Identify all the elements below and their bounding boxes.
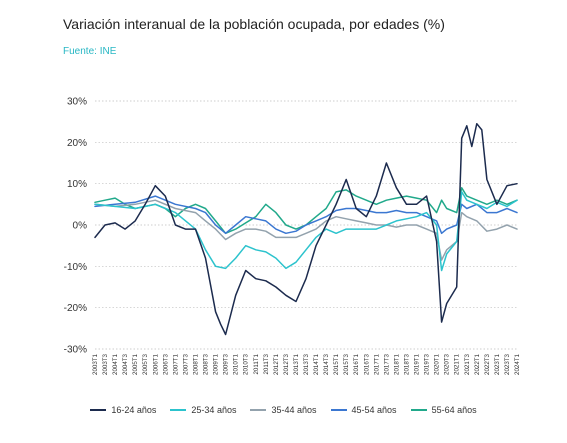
series-line-25-34-a-os [94,191,518,272]
x-axis-labels: 2003T1 2003T3 2004T1 2004T3 2005T1 2005T3 2006… [92,353,521,375]
y-tick-label: -30% [64,345,87,356]
x-tick-label: 2010T3 [243,353,250,375]
legend-swatch [330,409,347,411]
y-tick-label: -20% [64,303,87,314]
legend-swatch [170,409,187,411]
y-axis-labels: 30% 20% 10% 0% -10% -20% -30% [64,97,87,356]
x-tick-label: 2014T1 [313,353,320,375]
x-tick-label: 2006T3 [162,353,169,375]
legend-item: 45-54 años [330,405,397,415]
y-tick-label: 30% [67,97,87,108]
x-tick-label: 2012T3 [283,353,290,375]
legend-swatch [90,409,107,411]
x-tick-label: 2019T1 [414,353,421,375]
x-tick-label: 2004T1 [112,353,119,375]
x-tick-label: 2008T3 [203,353,210,375]
x-tick-label: 2021T1 [454,353,461,375]
x-tick-label: 2018T3 [403,353,410,375]
series-lines [94,122,518,336]
x-tick-label: 2016T1 [353,353,360,375]
legend-label: 25-34 años [191,405,237,415]
x-tick-label: 2023T3 [504,353,511,375]
chart-source: Fuente: INE [63,46,117,57]
x-tick-label: 2017T3 [383,353,390,375]
x-tick-label: 2018T1 [393,353,400,375]
x-tick-label: 2003T1 [92,353,99,375]
x-tick-label: 2021T3 [464,353,471,375]
x-tick-label: 2022T1 [474,353,481,375]
x-tick-label: 2005T1 [132,353,139,375]
x-tick-label: 2013T3 [303,353,310,375]
legend-item: 16-24 años [90,405,156,415]
x-tick-label: 2020T1 [434,353,441,375]
x-tick-label: 2010T1 [233,353,240,375]
x-tick-label: 2004T3 [122,353,129,375]
x-tick-label: 2017T1 [373,353,380,375]
series-line-16-24-a-os [94,122,518,336]
x-tick-label: 2015T3 [343,353,350,375]
x-tick-label: 2015T1 [333,353,340,375]
legend-label: 45-54 años [351,405,397,415]
legend-label: 35-44 años [271,405,317,415]
chart-legend: 16-24 años 25-34 años 35-44 años 45-54 años… [0,398,567,422]
x-tick-label: 2007T3 [182,353,189,375]
y-tick-label: 10% [67,179,87,190]
legend-swatch [250,409,267,411]
legend-item: 55-64 años [410,405,477,415]
y-tick-label: 20% [67,138,87,149]
x-tick-label: 2005T3 [142,353,149,375]
x-tick-label: 2019T3 [424,353,431,375]
x-tick-label: 2003T3 [102,353,109,375]
y-tick-label: -10% [64,262,87,273]
x-tick-label: 2016T3 [363,353,370,375]
x-tick-label: 2011T1 [253,353,260,374]
legend-item: 25-34 años [170,405,236,415]
x-tick-label: 2009T3 [223,353,230,375]
legend-swatch [410,409,427,411]
x-tick-label: 2011T3 [263,353,270,374]
x-tick-label: 2020T3 [444,353,451,375]
x-tick-label: 2022T3 [484,353,491,375]
x-tick-label: 2014T3 [323,353,330,375]
series-line-35-44-a-os [94,199,518,261]
x-tick-label: 2009T1 [213,353,220,375]
x-tick-label: 2006T1 [152,353,159,375]
series-line-55-64-a-os [94,187,518,235]
x-tick-label: 2024T1 [514,353,521,375]
x-tick-label: 2008T1 [192,353,199,375]
legend-label: 16-24 años [111,405,157,415]
x-tick-label: 2023T1 [494,353,501,375]
legend-item: 35-44 años [250,405,317,415]
x-tick-label: 2013T1 [293,353,300,375]
x-tick-label: 2007T1 [172,353,179,375]
chart-title: Variación interanual de la población ocu… [63,16,445,32]
legend-label: 55-64 años [431,405,477,415]
x-tick-label: 2012T1 [273,353,280,375]
y-tick-label: 0% [73,221,88,232]
